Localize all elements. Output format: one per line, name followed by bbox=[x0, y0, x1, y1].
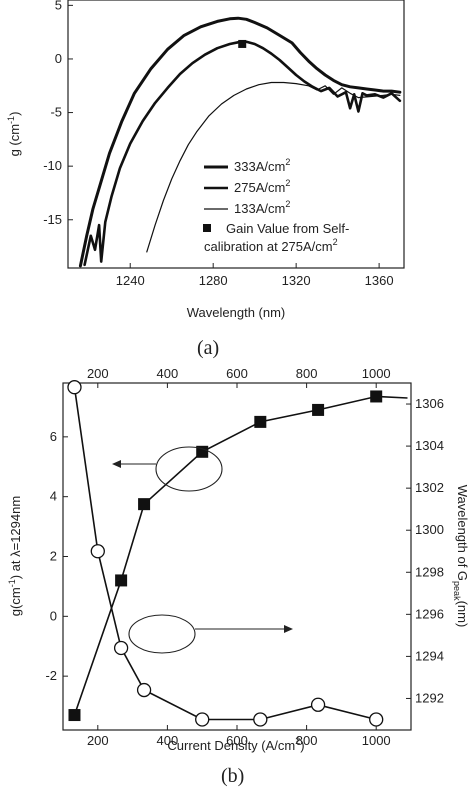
x-tick-label: 1280 bbox=[199, 273, 228, 288]
peak-circle-marker bbox=[369, 712, 384, 727]
gain-marker-point bbox=[238, 39, 247, 48]
gain-square-marker bbox=[370, 390, 383, 403]
y-tick-label: 5 bbox=[55, 0, 62, 12]
caption-a: (a) bbox=[197, 337, 219, 359]
peak-circle-marker bbox=[136, 682, 152, 698]
right-tick-label: 1296 bbox=[415, 606, 444, 621]
x-tick-label: 1320 bbox=[282, 273, 311, 288]
annotation-arrowhead-left bbox=[112, 460, 121, 468]
legend-label-333: 333A/cm2 bbox=[234, 157, 290, 174]
panel-b-plot-frame bbox=[62, 382, 412, 731]
panel-a-marker-group bbox=[238, 39, 247, 48]
legend-label-133: 133A/cm2 bbox=[234, 199, 290, 216]
annotation-arrowhead-right bbox=[284, 625, 293, 633]
gain-curve-line bbox=[73, 395, 408, 716]
peak-circle-marker bbox=[67, 380, 82, 395]
gain-square-marker bbox=[115, 574, 128, 587]
legend-label-gain-line2: calibration at 275A/cm2 bbox=[204, 237, 338, 254]
right-tick-label: 1294 bbox=[415, 648, 444, 663]
panel-a: 5 0 -5 -10 -15 1240 1280 1320 1360 g (cm-1) Wav… bbox=[6, 0, 405, 359]
annotation-ellipse-gain bbox=[155, 446, 223, 492]
left-tick-label: 4 bbox=[50, 489, 57, 504]
legend-label-275: 275A/cm2 bbox=[234, 178, 290, 195]
panel-a-xlabel: Wavelength (nm) bbox=[187, 305, 286, 320]
bottom-tick-label: 1000 bbox=[362, 733, 391, 748]
panel-a-plot-frame bbox=[67, 0, 405, 269]
right-tick-label: 1306 bbox=[415, 396, 444, 411]
top-tick-label: 400 bbox=[157, 366, 179, 381]
peak-circle-marker bbox=[310, 697, 326, 712]
panel-b-bottom-axis: 200 400 600 800 1000 bbox=[87, 725, 391, 748]
bottom-tick-label: 200 bbox=[87, 733, 109, 748]
right-tick-label: 1304 bbox=[415, 438, 444, 453]
x-tick-label: 1240 bbox=[116, 273, 145, 288]
top-tick-label: 1000 bbox=[362, 366, 391, 381]
legend-marker-square bbox=[203, 224, 211, 232]
panel-b-left-axis: 6 4 2 0 -2 bbox=[45, 429, 68, 683]
left-tick-label: 6 bbox=[50, 429, 57, 444]
left-tick-label: 0 bbox=[50, 608, 57, 623]
y-tick-label: -15 bbox=[43, 212, 62, 227]
bottom-tick-label: 800 bbox=[296, 733, 318, 748]
panel-a-series-group bbox=[78, 16, 402, 268]
gain-square-marker bbox=[196, 445, 209, 458]
panel-b-xlabel: Current Density (A/cm2) bbox=[167, 736, 304, 753]
panel-b-ylabel-left: g(cm-1) at λ=1294nm bbox=[7, 496, 23, 616]
bottom-tick-label: 600 bbox=[226, 733, 248, 748]
peak-circle-marker bbox=[253, 712, 268, 727]
left-tick-label: -2 bbox=[45, 668, 57, 683]
top-tick-label: 600 bbox=[226, 366, 248, 381]
y-tick-label: -5 bbox=[50, 105, 62, 120]
x-tick-label: 1360 bbox=[365, 273, 394, 288]
y-tick-label: -10 bbox=[43, 158, 62, 173]
right-tick-label: 1300 bbox=[415, 522, 444, 537]
panel-b-top-axis: 200 400 600 800 1000 bbox=[87, 366, 391, 388]
peak-circle-marker bbox=[90, 544, 105, 559]
gain-square-marker bbox=[68, 709, 81, 722]
panel-b-ylabel-right: Wavelength of Gpeak(nm) bbox=[452, 485, 470, 628]
panel-a-y-axis: 5 0 -5 -10 -15 bbox=[43, 0, 73, 227]
right-tick-label: 1302 bbox=[415, 480, 444, 495]
caption-b: (b) bbox=[221, 765, 244, 787]
panel-b-right-axis: 1306 1304 1302 1300 1298 1296 1294 1292 bbox=[406, 396, 444, 705]
bottom-tick-label: 400 bbox=[157, 733, 179, 748]
top-tick-label: 200 bbox=[87, 366, 109, 381]
peak-circle-marker bbox=[195, 712, 210, 727]
y-tick-label: 0 bbox=[55, 51, 62, 66]
legend-label-gain-line1: Gain Value from Self- bbox=[226, 221, 349, 236]
panel-a-x-axis: 1240 1280 1320 1360 bbox=[116, 263, 394, 288]
right-tick-label: 1292 bbox=[415, 690, 444, 705]
gain-square-marker bbox=[312, 403, 325, 416]
top-tick-label: 800 bbox=[296, 366, 318, 381]
annotation-ellipse-peak bbox=[128, 614, 196, 654]
gain-square-marker bbox=[254, 415, 267, 428]
peak-curve-line bbox=[73, 387, 377, 721]
series-line-2 bbox=[83, 40, 402, 267]
series-line-1 bbox=[78, 16, 402, 268]
gain-square-marker bbox=[138, 498, 151, 511]
peak-circle-marker bbox=[113, 640, 129, 656]
panel-a-ylabel: g (cm-1) bbox=[6, 112, 22, 157]
right-tick-label: 1298 bbox=[415, 564, 444, 579]
panel-b-series-group bbox=[67, 380, 408, 727]
panel-a-legend: 333A/cm2 275A/cm2 133A/cm2 Gain Value fr… bbox=[203, 157, 349, 254]
series-line-3 bbox=[146, 81, 401, 253]
left-tick-label: 2 bbox=[50, 549, 57, 564]
